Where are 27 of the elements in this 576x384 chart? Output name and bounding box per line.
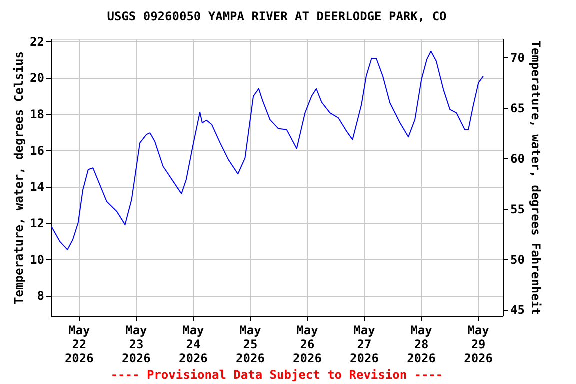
y2-tick-label: 50 [510, 252, 525, 267]
y2-tick-label: 45 [510, 303, 525, 318]
text: ---- Provisional Data Subject to Revision ---- [110, 368, 444, 382]
x-tick-label: May 28 2026 [407, 324, 436, 366]
y-tick-label: 8 [37, 289, 44, 304]
x-tick-label: May 26 2026 [293, 324, 322, 366]
y2-tick-label: 60 [510, 152, 525, 166]
y-tick-label: 18 [30, 108, 44, 122]
y-tick-label: 22 [30, 34, 44, 49]
line-series [51, 50, 484, 250]
x-tick-label: May 29 2026 [464, 324, 494, 366]
chart-title: USGS 09260050 YAMPA RIVER AT DEERLODGE PARK, CO [107, 9, 447, 24]
y2-tick-label: 55 [510, 202, 525, 216]
y-tick-label: 20 [30, 71, 44, 86]
y-tick-label: 14 [30, 180, 44, 194]
x-tick-label: May 25 2026 [236, 324, 265, 366]
y-tick-label: 12 [30, 216, 44, 230]
x-tick-label: May 27 2026 [350, 324, 379, 366]
y2-tick-label: 70 [510, 50, 525, 65]
y-tick-label: 10 [30, 252, 44, 267]
x-tick-label: May 23 2026 [122, 324, 151, 366]
x-tick-label: May 22 2026 [64, 324, 94, 366]
x-tick-label: May 24 2026 [179, 324, 208, 366]
y-axis-title: Temperature, water, degrees Celsius [12, 52, 26, 304]
y2-tick-label: 65 [510, 101, 525, 116]
y-tick-label: 16 [30, 144, 44, 158]
y2-axis-title: Temperature, water, degrees Fahrenheit [528, 40, 543, 316]
